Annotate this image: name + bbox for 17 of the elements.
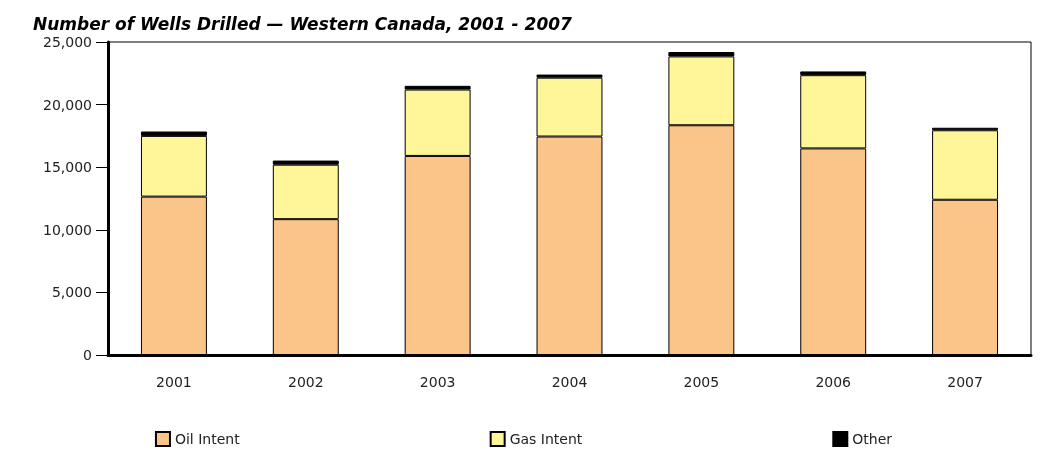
y-tick-label: 0 (83, 347, 92, 363)
chart-title: Number of Wells Drilled — Western Canada, 2001 - 2007 (33, 13, 573, 34)
y-tick-label: 15,000 (43, 159, 92, 176)
y-tick-label: 20,000 (43, 96, 92, 113)
y-tick-label: 10,000 (43, 221, 92, 238)
legend-label: Oil Intent (174, 431, 241, 447)
x-tick-label: 2003 (419, 374, 456, 390)
x-tick-label: 2007 (947, 374, 983, 390)
y-tick-label: 5,000 (51, 284, 92, 301)
x-tick-label: 2004 (551, 374, 588, 390)
legend-label: Other (852, 431, 893, 447)
x-tick-label: 2006 (815, 374, 852, 390)
y-tick-label: 25,000 (43, 34, 92, 50)
legend-label: Gas Intent (509, 431, 583, 447)
x-tick-label: 2002 (287, 374, 324, 390)
x-tick-label: 2005 (683, 374, 720, 390)
x-tick-label: 2001 (156, 374, 192, 390)
